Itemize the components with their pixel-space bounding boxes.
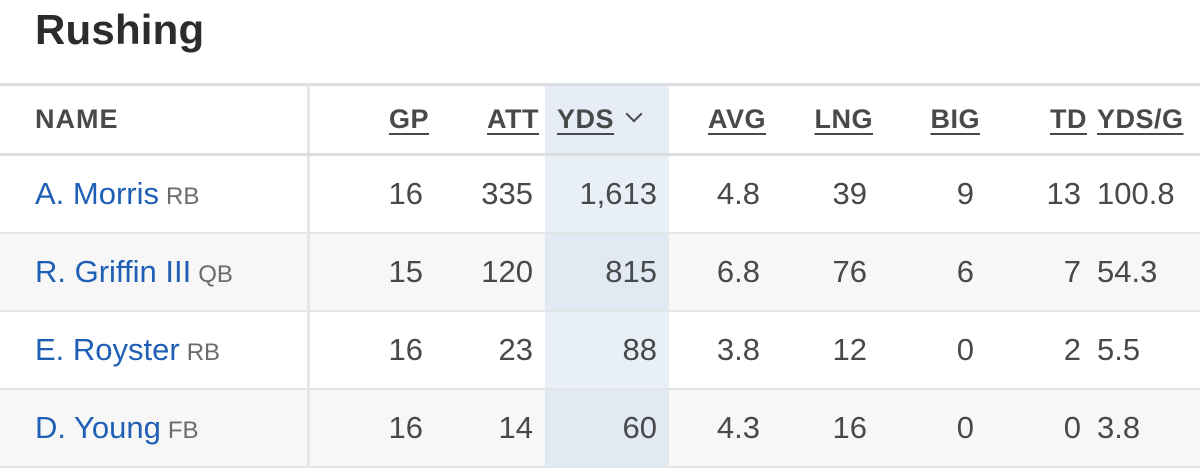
gp-cell: 16 [308, 310, 435, 390]
chevron-down-icon [625, 105, 643, 123]
avg-cell: 4.3 [669, 388, 772, 468]
td-cell: 0 [986, 388, 1093, 468]
yds-cell: 1,613 [545, 154, 669, 234]
yds-cell: 815 [545, 232, 669, 312]
player-name-link[interactable]: R. Griffin III [35, 253, 192, 289]
rushing-table-container[interactable]: NAME GP ATT YDS AVG LNG BIG TD YDS/G A. … [0, 83, 1200, 473]
player-cell: R. Griffin III QB [0, 232, 310, 312]
column-header-yds[interactable]: YDS [545, 83, 669, 156]
sort-gp-link[interactable]: GP [388, 104, 429, 134]
big-cell: 9 [879, 154, 986, 234]
column-header-gp[interactable]: GP [308, 83, 435, 156]
sort-att-link[interactable]: ATT [487, 104, 539, 134]
table-row: D. Young FB 16 14 60 4.3 16 0 0 3.8 [0, 388, 1200, 468]
column-header-lng[interactable]: LNG [772, 83, 879, 156]
gp-cell: 16 [308, 154, 435, 234]
big-cell: 0 [879, 310, 986, 390]
player-position: RB [186, 338, 221, 366]
player-name-link[interactable]: A. Morris [35, 175, 159, 211]
section-title: Rushing [35, 6, 205, 53]
td-cell: 13 [986, 154, 1093, 234]
table-header-row: NAME GP ATT YDS AVG LNG BIG TD YDS/G [0, 83, 1200, 156]
player-cell: E. Royster RB [0, 310, 310, 390]
column-header-ypg[interactable]: YDS/G [1093, 83, 1200, 156]
player-name-link[interactable]: D. Young [35, 409, 161, 445]
table-row: E. Royster RB 16 23 88 3.8 12 0 2 5.5 [0, 310, 1200, 390]
table-row: A. Morris RB 16 335 1,613 4.8 39 9 13 100… [0, 154, 1200, 234]
column-header-td[interactable]: TD [986, 83, 1093, 156]
gp-cell: 16 [308, 388, 435, 468]
avg-cell: 3.8 [669, 310, 772, 390]
att-cell: 14 [435, 388, 545, 468]
column-header-name: NAME [0, 83, 310, 156]
lng-cell: 16 [772, 388, 879, 468]
sort-lng-link[interactable]: LNG [814, 104, 873, 134]
rushing-table: NAME GP ATT YDS AVG LNG BIG TD YDS/G A. … [0, 83, 1200, 468]
ypg-cell: 100.8 [1093, 154, 1200, 234]
ypg-cell: 3.8 [1093, 388, 1200, 468]
lng-cell: 39 [772, 154, 879, 234]
column-header-att[interactable]: ATT [435, 83, 545, 156]
player-position: FB [167, 416, 199, 444]
column-header-big[interactable]: BIG [879, 83, 986, 156]
player-cell: A. Morris RB [0, 154, 310, 234]
att-cell: 23 [435, 310, 545, 390]
td-cell: 7 [986, 232, 1093, 312]
lng-cell: 12 [772, 310, 879, 390]
yds-cell: 88 [545, 310, 669, 390]
yds-cell: 60 [545, 388, 669, 468]
lng-cell: 76 [772, 232, 879, 312]
player-position: RB [166, 182, 200, 210]
player-cell: D. Young FB [0, 388, 310, 468]
table-row: R. Griffin III QB 15 120 815 6.8 76 6 7 5… [0, 232, 1200, 312]
big-cell: 0 [879, 388, 986, 468]
ypg-cell: 54.3 [1093, 232, 1200, 312]
td-cell: 2 [986, 310, 1093, 390]
sort-avg-link[interactable]: AVG [707, 104, 766, 134]
sort-yds-link[interactable]: YDS [557, 104, 615, 134]
gp-cell: 15 [308, 232, 435, 312]
sort-ypg-link[interactable]: YDS/G [1097, 104, 1184, 134]
att-cell: 335 [435, 154, 545, 234]
ypg-cell: 5.5 [1093, 310, 1200, 390]
sort-big-link[interactable]: BIG [930, 104, 980, 134]
player-name-link[interactable]: E. Royster [35, 331, 180, 367]
player-position: QB [198, 260, 233, 288]
att-cell: 120 [435, 232, 545, 312]
column-header-avg[interactable]: AVG [669, 83, 772, 156]
sort-td-link[interactable]: TD [1050, 104, 1087, 134]
big-cell: 6 [879, 232, 986, 312]
avg-cell: 4.8 [669, 154, 772, 234]
avg-cell: 6.8 [669, 232, 772, 312]
